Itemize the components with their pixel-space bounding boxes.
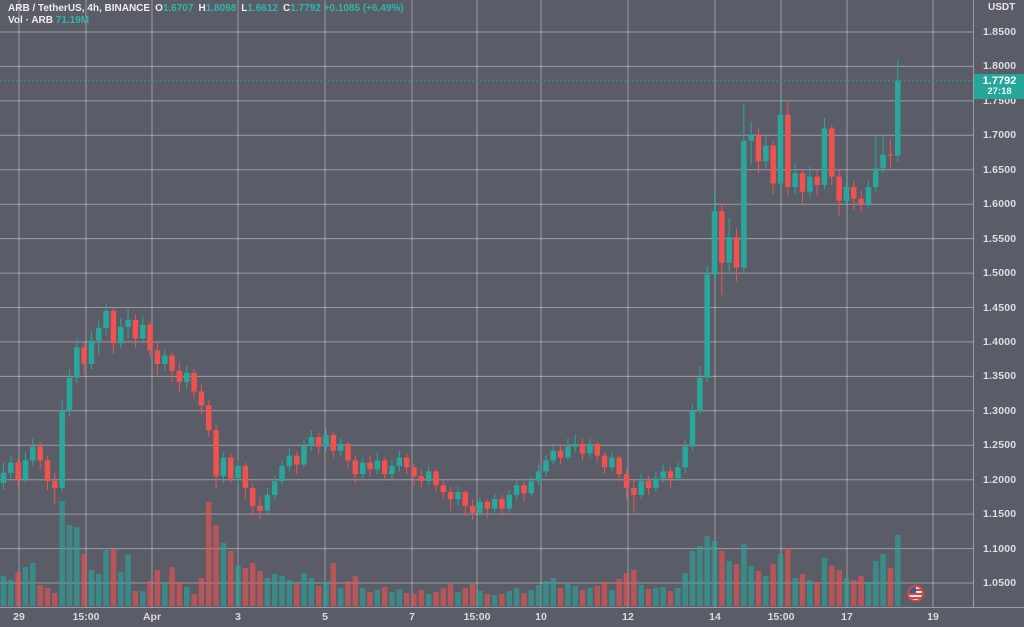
time-tick-label: 15:00 bbox=[72, 611, 100, 623]
price-tick-label: 1.3500 bbox=[983, 370, 1017, 382]
time-tick-label: 10 bbox=[535, 611, 547, 623]
time-tick-label: Apr bbox=[142, 611, 162, 623]
open-value: 1.6707 bbox=[162, 3, 194, 14]
price-tick-label: 1.4500 bbox=[983, 302, 1017, 314]
price-tick-label: 1.8000 bbox=[983, 60, 1017, 72]
flag-canton bbox=[909, 587, 917, 593]
last-price-value: 1.7792 bbox=[982, 75, 1017, 87]
price-tick-label: 1.8500 bbox=[983, 26, 1017, 38]
price-tick-label: 1.3000 bbox=[983, 405, 1017, 417]
price-tick-label: 1.2000 bbox=[983, 474, 1017, 486]
bar-countdown-timer: 27:18 bbox=[987, 86, 1012, 97]
price-tick-label: 1.0500 bbox=[983, 577, 1017, 589]
low-label: L bbox=[241, 3, 248, 14]
time-tick-label: 15:00 bbox=[463, 611, 491, 623]
price-tick-label: 1.6000 bbox=[983, 198, 1017, 210]
time-tick-label: 19 bbox=[927, 611, 939, 623]
time-axis-panel[interactable]: 29 15:00 Apr 3 5 7 15:00 10 12 14 15:00 17 19 bbox=[0, 607, 1024, 627]
time-tick-label: 12 bbox=[622, 611, 634, 623]
low-value: 1.6612 bbox=[247, 3, 278, 14]
volume-bars bbox=[0, 501, 901, 606]
time-tick-label: 3 bbox=[235, 611, 241, 623]
us-flag-event-icon[interactable] bbox=[907, 585, 924, 602]
price-tick-label: 1.4000 bbox=[983, 336, 1017, 348]
price-axis-panel[interactable]: USDT 1.8500 1.8000 1.7500 1.7000 1.6500 1.600… bbox=[973, 0, 1024, 607]
change-value: +0.1085 (+6.49%) bbox=[323, 3, 404, 14]
price-gridlines bbox=[0, 31, 973, 584]
time-gridlines bbox=[18, 0, 934, 607]
time-tick-label: 15:00 bbox=[767, 611, 795, 623]
price-tick-label: 1.5500 bbox=[983, 233, 1017, 245]
time-tick-label: 5 bbox=[322, 611, 328, 623]
price-tick-label: 1.7000 bbox=[983, 129, 1017, 141]
price-tick-label: 1.1500 bbox=[983, 508, 1017, 520]
price-tick-label: 1.2500 bbox=[983, 439, 1017, 451]
symbol-ohlc-row: ARB / TetherUS, 4h, BINANCE O1.6707 H1.809… bbox=[8, 3, 404, 14]
chart-legend[interactable]: ARB / TetherUS, 4h, BINANCE O1.6707 H1.809… bbox=[8, 3, 404, 26]
last-price-badge[interactable]: 1.7792 27:18 bbox=[974, 74, 1024, 99]
time-tick-label: 7 bbox=[409, 611, 415, 623]
high-value: 1.8098 bbox=[205, 3, 237, 14]
close-value: 1.7792 bbox=[290, 3, 321, 14]
candlestick-chart[interactable] bbox=[0, 0, 1024, 607]
time-tick-label: 14 bbox=[709, 611, 721, 623]
price-axis-currency-label: USDT bbox=[988, 2, 1016, 13]
volume-value: 71.19M bbox=[55, 15, 90, 26]
time-tick-label: 29 bbox=[13, 611, 25, 623]
price-tick-label: 1.5000 bbox=[983, 267, 1017, 279]
open-label: O bbox=[155, 3, 163, 14]
price-tick-label: 1.6500 bbox=[983, 164, 1017, 176]
candles bbox=[0, 59, 901, 520]
time-tick-label: 17 bbox=[841, 611, 853, 623]
price-tick-label: 1.1000 bbox=[983, 543, 1017, 555]
symbol-title[interactable]: ARB / TetherUS, 4h, BINANCE bbox=[8, 3, 151, 14]
close-label: C bbox=[282, 3, 291, 14]
volume-row: Vol · ARB 71.19M bbox=[8, 15, 404, 26]
high-label: H bbox=[198, 3, 206, 14]
volume-label[interactable]: Vol · ARB bbox=[8, 15, 53, 26]
